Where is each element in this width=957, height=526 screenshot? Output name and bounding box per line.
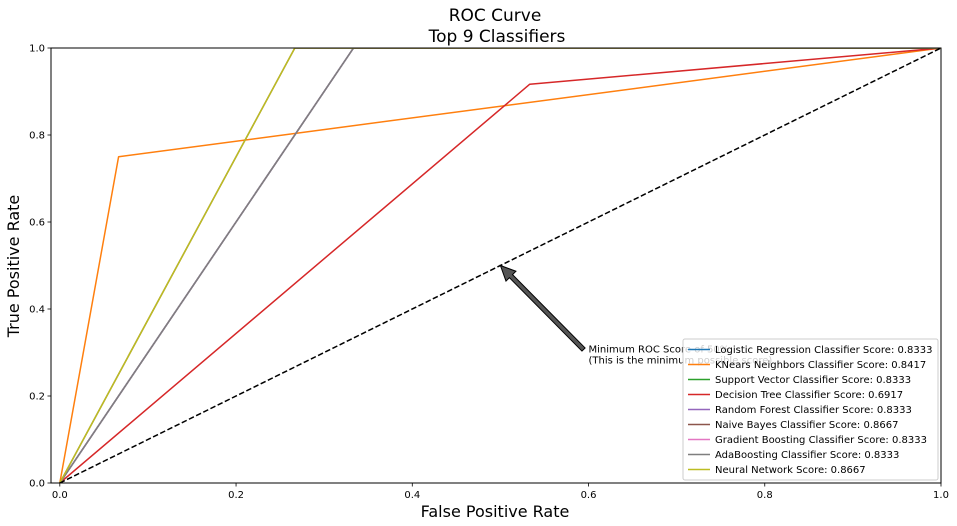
legend-entry: Decision Tree Classifier Score: 0.6917 — [715, 390, 903, 401]
legend-entry: AdaBoosting Classifier Score: 0.8333 — [715, 450, 899, 461]
legend-entry: Neural Network Score: 0.8667 — [715, 465, 866, 476]
x-axis-ticks: 0.0 0.2 0.4 0.6 0.8 1.0 — [52, 483, 949, 501]
reference-line-group — [59, 48, 941, 483]
y-tick-label: 1.0 — [29, 44, 45, 55]
x-tick-label: 0.2 — [228, 490, 244, 501]
legend-entry: Support Vector Classifier Score: 0.8333 — [715, 375, 911, 386]
x-tick-label: 0.6 — [581, 490, 597, 501]
x-tick-label: 0.4 — [404, 490, 420, 501]
chart-title: ROC Curve — [449, 6, 542, 26]
series-line-8 — [59, 48, 941, 483]
reference-line — [59, 48, 941, 483]
annotation-text-line: (This is the minimum possible score) — [589, 356, 773, 367]
series-line-4 — [59, 48, 941, 483]
legend-entry: Logistic Regression Classifier Score: 0.… — [715, 345, 932, 356]
legend-entry: KNears Neighbors Classifier Score: 0.841… — [715, 360, 926, 371]
series-line-2 — [59, 48, 941, 483]
x-tick-label: 1.0 — [933, 490, 949, 501]
y-tick-label: 0.2 — [29, 392, 45, 403]
series-lines — [59, 48, 941, 483]
legend-entry: Gradient Boosting Classifier Score: 0.83… — [715, 435, 927, 446]
y-tick-label: 0.6 — [29, 218, 45, 229]
legend-entry: Naive Bayes Classifier Score: 0.8667 — [715, 420, 898, 431]
chart-subtitle: Top 9 Classifiers — [428, 27, 566, 47]
legend-entry: Random Forest Classifier Score: 0.8333 — [715, 405, 912, 416]
y-tick-label: 0.4 — [29, 305, 45, 316]
x-axis-label: False Positive Rate — [421, 502, 570, 521]
y-axis-label: True Positive Rate — [4, 195, 23, 339]
annotation: Minimum ROC Score of 50% (This is the mi… — [499, 264, 773, 367]
annotation-text-line: Minimum ROC Score of 50% — [589, 345, 730, 356]
legend: Logistic Regression Classifier Score: 0.… — [682, 338, 939, 481]
x-tick-label: 0.8 — [757, 490, 773, 501]
series-line-9 — [59, 48, 941, 483]
annotation-arrow — [499, 264, 586, 352]
y-tick-label: 0.8 — [29, 131, 45, 142]
plot-frame — [50, 47, 942, 484]
x-tick-label: 0.0 — [52, 490, 68, 501]
y-tick-label: 0.0 — [29, 479, 45, 490]
legend-box — [682, 338, 939, 481]
y-axis-ticks: 0.0 0.2 0.4 0.6 0.8 1.0 — [29, 44, 51, 490]
